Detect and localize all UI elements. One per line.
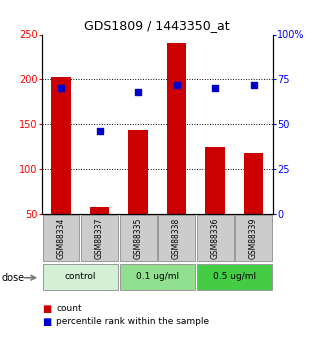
Bar (196, 264, 272, 290)
Bar (81, 215, 118, 261)
Text: percentile rank within the sample: percentile rank within the sample (56, 317, 209, 326)
Bar (244, 153, 263, 214)
Bar (51, 77, 71, 214)
Text: count: count (56, 304, 82, 313)
Bar (196, 215, 234, 261)
Text: GSM88337: GSM88337 (95, 217, 104, 259)
Point (251, 82, 256, 88)
Text: ■: ■ (42, 304, 51, 314)
Text: GSM88338: GSM88338 (172, 217, 181, 259)
Point (135, 89, 141, 95)
Bar (167, 43, 186, 214)
Text: GSM88334: GSM88334 (56, 217, 65, 259)
Text: GSM88335: GSM88335 (134, 217, 143, 259)
Text: 0.5 ug/ml: 0.5 ug/ml (213, 272, 256, 282)
Bar (90, 207, 109, 214)
Bar (205, 147, 225, 214)
Text: dose: dose (2, 273, 25, 283)
Text: control: control (65, 272, 96, 282)
Bar (235, 215, 272, 261)
Bar (158, 215, 195, 261)
Bar (42, 215, 80, 261)
Text: ■: ■ (42, 317, 51, 326)
Bar (42, 264, 118, 290)
Text: GSM88339: GSM88339 (249, 217, 258, 259)
Point (97, 129, 102, 134)
Point (58, 86, 64, 91)
Point (174, 82, 179, 88)
Text: GSM88336: GSM88336 (211, 217, 220, 259)
Point (213, 86, 218, 91)
Title: GDS1809 / 1443350_at: GDS1809 / 1443350_at (84, 19, 230, 32)
Bar (119, 264, 195, 290)
Bar (128, 130, 148, 214)
Bar (119, 215, 157, 261)
Text: 0.1 ug/ml: 0.1 ug/ml (136, 272, 179, 282)
